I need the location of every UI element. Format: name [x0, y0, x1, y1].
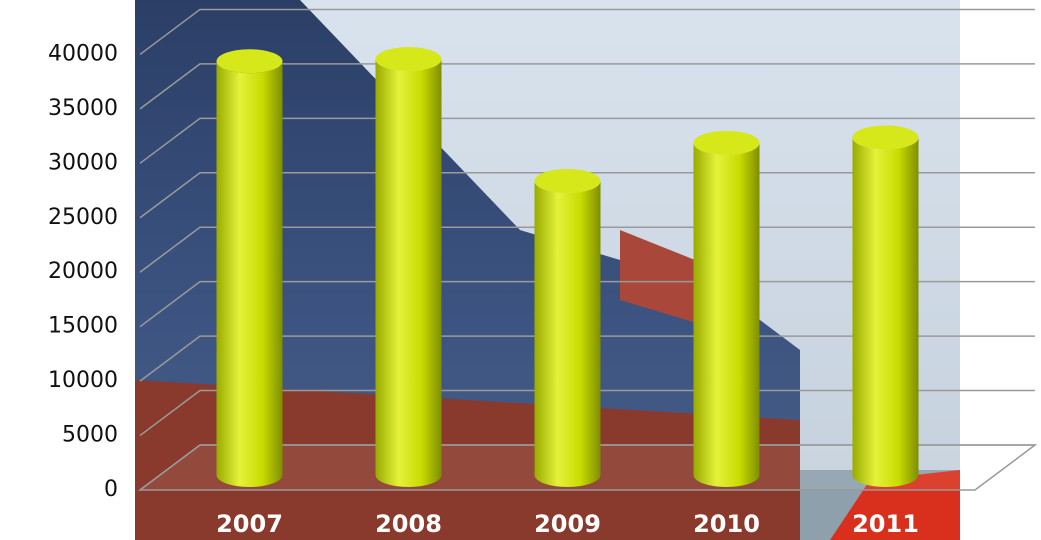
x-tick-label: 2007: [216, 510, 283, 538]
bar-top: [534, 169, 601, 193]
y-tick-label: 40000: [48, 41, 118, 66]
bar: [534, 181, 601, 488]
y-tick-label: 35000: [48, 96, 118, 121]
y-tick-label: 0: [104, 477, 118, 502]
x-tick-label: 2008: [375, 510, 442, 538]
y-tick-label: 10000: [48, 368, 118, 393]
bar-top: [375, 47, 442, 72]
y-tick-label: 30000: [48, 150, 118, 175]
bar: [216, 61, 283, 487]
bar: [693, 142, 760, 488]
x-tick-label: 2009: [534, 510, 601, 538]
grid-line: [139, 63, 1035, 110]
y-tick-label: 15000: [48, 314, 118, 339]
y-tick-label: 20000: [48, 259, 118, 284]
y-tick-label: 25000: [48, 205, 118, 230]
y-tick-label: 5000: [62, 423, 118, 448]
bars: 2007 2008 2009 2010 2011: [216, 47, 919, 538]
x-tick-label: 2010: [693, 510, 760, 538]
bar-top: [216, 49, 283, 74]
grid-line: [139, 117, 1035, 164]
background-photo: [135, 0, 960, 540]
bar-top: [852, 125, 919, 150]
bar-top: [693, 130, 760, 155]
x-tick-label: 2011: [852, 510, 919, 538]
grid-line: [139, 8, 1035, 56]
bar: [852, 137, 919, 488]
bar: [375, 59, 442, 488]
